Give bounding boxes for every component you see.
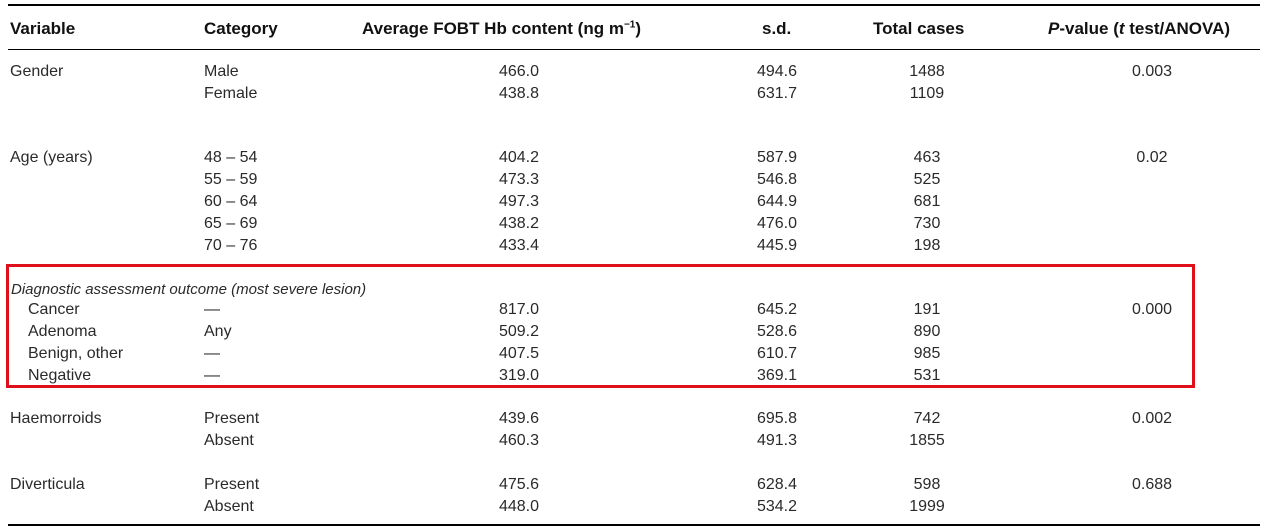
table-cell-sd: 645.2 — [756, 301, 798, 318]
table-cell-sd: 695.8 — [756, 410, 798, 427]
table-cell-sd: 494.6 — [756, 63, 798, 80]
table-cell-category: 60 – 64 — [204, 193, 258, 210]
table-cell-category: Present — [204, 410, 260, 427]
table-cell-variable: Cancer — [28, 301, 80, 318]
table-cell-total: 730 — [913, 215, 941, 232]
table-cell-sd: 369.1 — [756, 367, 798, 384]
header-average-close: ) — [635, 19, 642, 38]
table-cell-sd: 587.9 — [756, 149, 798, 166]
table-cell-average: 466.0 — [498, 63, 540, 80]
table-cell-pvalue: 0.688 — [1131, 476, 1173, 493]
table-cell-category: — — [204, 301, 220, 318]
table-cell-sd: 476.0 — [756, 215, 798, 232]
top-rule — [8, 4, 1260, 6]
header-p-t: t — [1118, 19, 1125, 38]
header-average-text: Average FOBT Hb content (ng m — [362, 19, 624, 38]
table-cell-average: 473.3 — [498, 171, 540, 188]
table-cell-average: 448.0 — [498, 498, 540, 515]
table-cell-average: 460.3 — [498, 432, 540, 449]
header-pvalue: P-value (t test/ANOVA) — [1048, 19, 1230, 39]
table-cell-total: 1999 — [909, 498, 945, 515]
table-cell-total: 531 — [913, 367, 941, 384]
header-total: Total cases — [873, 19, 965, 38]
table-cell-total: 1855 — [909, 432, 945, 449]
header-p-mid: -value ( — [1059, 19, 1119, 38]
header-rule — [8, 49, 1260, 50]
table-cell-variable: Diverticula — [10, 476, 85, 493]
table-cell-category: Absent — [204, 498, 254, 515]
header-average: Average FOBT Hb content (ng m−1) — [362, 19, 641, 39]
table-cell-variable: Benign, other — [28, 345, 124, 362]
table-cell-category: Any — [204, 323, 232, 340]
table-cell-sd: 631.7 — [756, 85, 798, 102]
table-cell-sd: 491.3 — [756, 432, 798, 449]
table-cell-total: 191 — [913, 301, 941, 318]
table-cell-total: 598 — [913, 476, 941, 493]
diagnostic-heading: Diagnostic assessment outcome (most seve… — [11, 281, 367, 298]
table-cell-category: Absent — [204, 432, 254, 449]
table-cell-average: 404.2 — [498, 149, 540, 166]
table-cell-category: 48 – 54 — [204, 149, 258, 166]
header-average-sup: −1 — [623, 19, 636, 31]
table-cell-category: 55 – 59 — [204, 171, 258, 188]
table-cell-total: 985 — [913, 345, 941, 362]
table-cell-average: 475.6 — [498, 476, 540, 493]
table-cell-sd: 610.7 — [756, 345, 798, 362]
table-cell-variable: Gender — [10, 63, 64, 80]
table-cell-total: 463 — [913, 149, 941, 166]
table-cell-category: Female — [204, 85, 258, 102]
table-cell-pvalue: 0.000 — [1131, 301, 1173, 318]
table-cell-total: 198 — [913, 237, 941, 254]
table-cell-total: 742 — [913, 410, 941, 427]
table-cell-average: 438.2 — [498, 215, 540, 232]
bottom-rule — [8, 524, 1260, 526]
table-cell-average: 438.8 — [498, 85, 540, 102]
table-cell-sd: 534.2 — [756, 498, 798, 515]
header-category: Category — [204, 19, 278, 38]
table-cell-category: Male — [204, 63, 239, 80]
table-cell-total: 681 — [913, 193, 941, 210]
header-sd: s.d. — [762, 19, 792, 38]
table-cell-average: 497.3 — [498, 193, 540, 210]
table-cell-pvalue: 0.02 — [1136, 149, 1168, 166]
header-variable: Variable — [10, 19, 76, 38]
table-cell-category: — — [204, 345, 220, 362]
table-cell-total: 1109 — [909, 85, 945, 102]
table-cell-sd: 546.8 — [756, 171, 798, 188]
table-cell-category: — — [204, 367, 220, 384]
table-cell-category: Present — [204, 476, 260, 493]
table-cell-total: 890 — [913, 323, 941, 340]
header-p-suffix: test/ANOVA) — [1124, 19, 1231, 38]
table-cell-pvalue: 0.003 — [1131, 63, 1173, 80]
table-cell-average: 509.2 — [498, 323, 540, 340]
table-cell-average: 439.6 — [498, 410, 540, 427]
table-cell-total: 1488 — [909, 63, 945, 80]
table-cell-average: 407.5 — [498, 345, 540, 362]
table-cell-variable: Age (years) — [10, 149, 93, 166]
table-cell-sd: 528.6 — [756, 323, 798, 340]
table-cell-average: 433.4 — [498, 237, 540, 254]
table-cell-variable: Adenoma — [28, 323, 97, 340]
table-cell-category: 65 – 69 — [204, 215, 258, 232]
table-cell-variable: Negative — [28, 367, 92, 384]
header-p-letter: P — [1048, 19, 1060, 38]
table-cell-total: 525 — [913, 171, 941, 188]
table-cell-sd: 644.9 — [756, 193, 798, 210]
table-cell-variable: Haemorroids — [10, 410, 102, 427]
table-cell-average: 319.0 — [498, 367, 540, 384]
table-cell-sd: 445.9 — [756, 237, 798, 254]
table-cell-pvalue: 0.002 — [1131, 410, 1173, 427]
table-cell-sd: 628.4 — [756, 476, 798, 493]
table-cell-average: 817.0 — [498, 301, 540, 318]
table-cell-category: 70 – 76 — [204, 237, 258, 254]
